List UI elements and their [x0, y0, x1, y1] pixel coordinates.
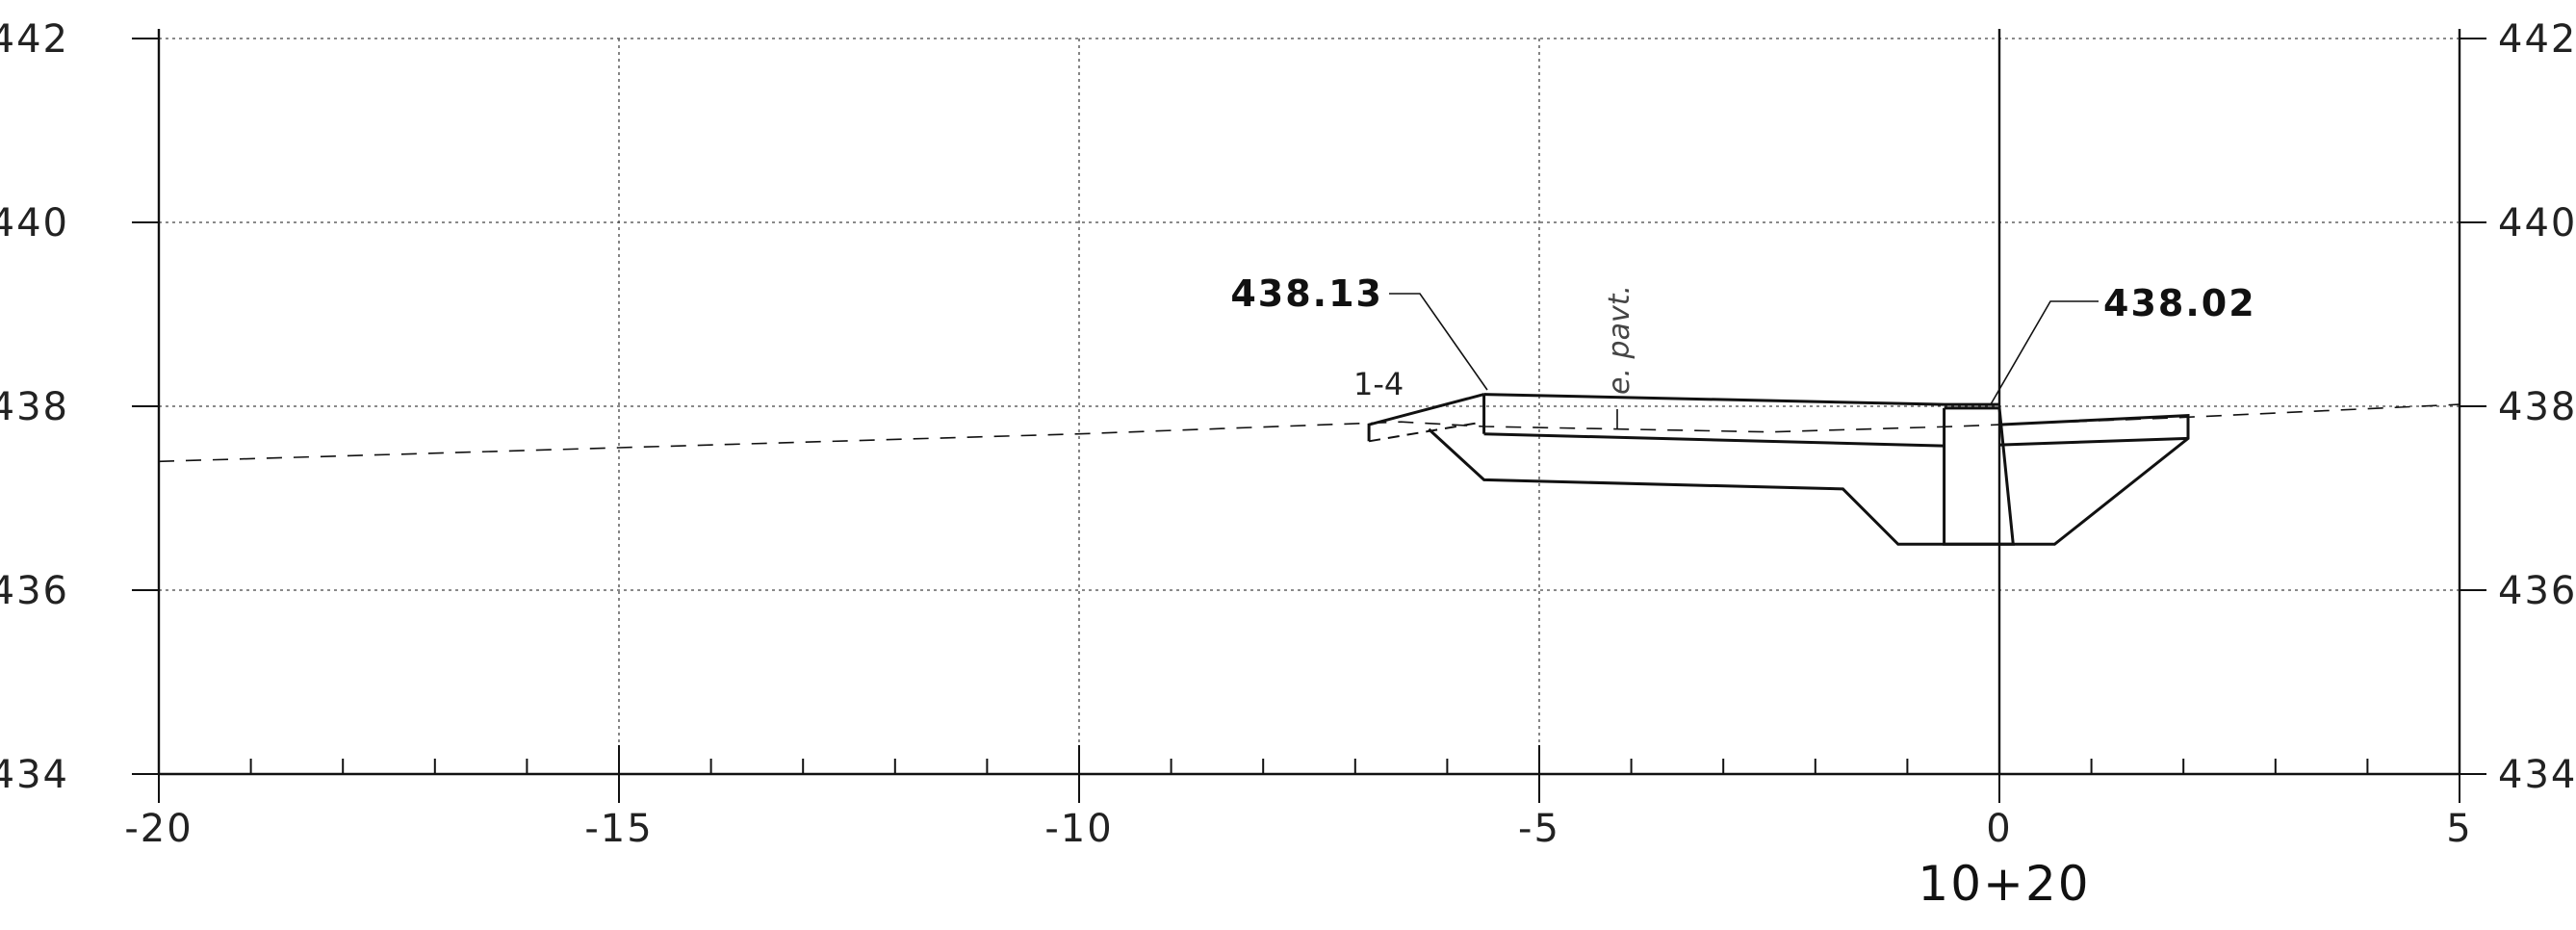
- profile-existing-ground: [158, 403, 2460, 463]
- x-tick-label-5: 5: [2446, 807, 2472, 851]
- y-tick-label-right-438: 438: [2498, 385, 2576, 429]
- y-tick-label-right-440: 440: [2498, 201, 2576, 245]
- x-tick-label--15: -15: [584, 807, 653, 851]
- left-elevation-leader: [1389, 293, 1488, 391]
- x-tick-label-0: 0: [1986, 807, 2012, 851]
- profile-slab-bottom: [1483, 432, 1945, 448]
- y-tick-label-left-442: 442: [0, 17, 69, 62]
- y-tick-labels: 442 442 440 440 438 438 436 436 434 434: [0, 17, 2576, 797]
- x-tick-labels: -20 -15 -10 -5 0 5: [124, 807, 2472, 851]
- profile-right-apron: [1998, 436, 2189, 447]
- profile-left-slope-inner: [1368, 421, 1484, 443]
- y-tick-label-left-436: 436: [0, 569, 69, 613]
- profile-left-slope-outer: [1367, 393, 1484, 442]
- left-elevation-callout: 438.13: [1230, 272, 1383, 315]
- profile-barrier-box: [1943, 406, 2015, 546]
- slope-label: 1-4: [1353, 366, 1404, 402]
- profile-finished-grade: [1483, 393, 1999, 406]
- y-tick-label-right-442: 442: [2498, 17, 2576, 62]
- pavement-note: e. pavt.: [1603, 285, 1636, 395]
- x-tick-label--10: -10: [1044, 807, 1113, 851]
- x-tick-label--5: -5: [1518, 807, 1560, 851]
- y-tick-label-right-436: 436: [2498, 569, 2576, 613]
- y-tick-label-left-434: 434: [0, 753, 69, 797]
- y-tick-label-right-434: 434: [2498, 753, 2576, 797]
- y-tick-label-left-440: 440: [0, 201, 69, 245]
- y-tick-label-left-438: 438: [0, 385, 69, 429]
- grid: [159, 38, 2460, 774]
- right-elevation-leader: [1990, 300, 2099, 405]
- x-tick-label--20: -20: [124, 807, 193, 851]
- right-elevation-callout: 438.02: [2103, 282, 2256, 324]
- profiles: [158, 393, 2460, 546]
- axes: [132, 29, 2486, 803]
- station-label: 10+20: [1918, 856, 2090, 912]
